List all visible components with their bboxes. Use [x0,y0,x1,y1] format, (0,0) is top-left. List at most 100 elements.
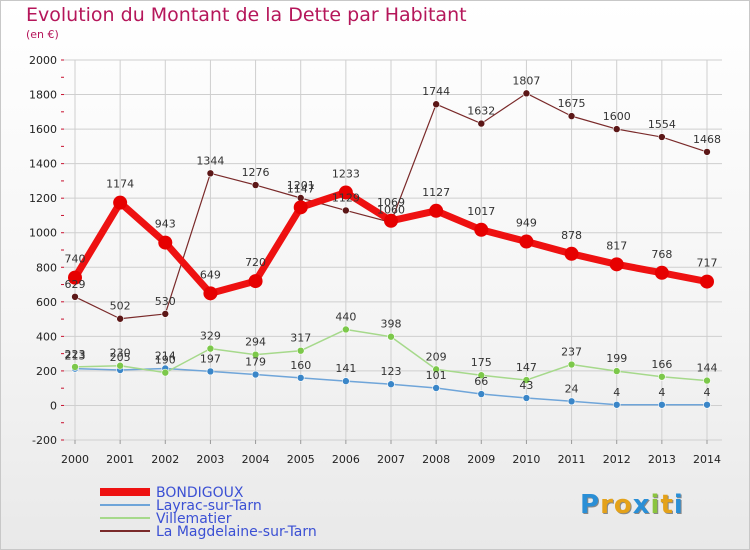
y-tick-label: 1200 [29,192,57,205]
x-tick-label: 2004 [242,453,270,466]
legend-entry: La Magdelaine-sur-Tarn [156,524,317,540]
data-point [161,310,170,318]
data-label: 223 [65,348,86,361]
x-tick-label: 2008 [422,453,450,466]
data-label: 943 [155,218,176,231]
y-tick-label: 800 [36,261,57,274]
logo-letter: r [600,490,614,520]
data-label: 1675 [558,97,586,110]
data-label: 66 [474,375,488,388]
data-label: 144 [697,362,718,375]
data-label: 1147 [287,182,315,195]
data-point [206,169,215,178]
data-label: 197 [200,352,221,365]
data-point [387,332,395,341]
data-label: 1060 [377,203,405,216]
data-label: 1468 [693,133,721,146]
data-point [432,365,440,374]
data-label: 817 [606,239,627,252]
data-label: 1344 [196,154,224,167]
y-tick-label: 1000 [29,227,57,240]
data-point [477,371,486,380]
data-point [432,100,440,109]
data-label: 43 [519,379,533,392]
data-label: 141 [335,362,356,375]
data-point [251,350,260,359]
chart-subtitle: (en €) [26,28,59,41]
data-label: 720 [245,256,266,269]
data-point [429,203,444,218]
x-tick-label: 2003 [196,453,224,466]
data-label: 1174 [106,178,134,191]
data-label: 237 [561,346,582,359]
data-label: 1127 [422,186,450,199]
data-point [384,213,398,228]
y-tick-label: 1600 [29,123,57,136]
data-point [477,119,486,128]
logo-letter: i [650,490,661,520]
data-label: 317 [290,332,311,345]
data-label: 740 [65,253,86,266]
data-label: 1017 [467,205,495,218]
data-label: 4 [613,386,620,399]
data-point [251,181,260,189]
data-point [658,400,666,409]
data-point [703,148,711,156]
data-label: 1201 [287,179,315,192]
data-point [387,380,395,389]
data-label: 649 [200,268,221,281]
data-label: 230 [110,347,131,360]
data-label: 123 [381,365,402,378]
x-tick-label: 2001 [106,453,134,466]
data-point [477,390,486,398]
x-tick-label: 2013 [648,453,676,466]
data-point [206,367,215,376]
data-label: 147 [516,361,537,374]
data-point [338,185,353,200]
data-label: 1069 [377,196,405,209]
data-label: 213 [65,350,86,363]
y-tick-label: 200 [36,365,57,378]
data-point [703,376,711,385]
x-tick-label: 2000 [61,453,89,466]
data-point [342,206,350,215]
data-point [296,374,305,382]
legend-entry: Villematier [156,511,232,527]
logo-letter: t [660,490,674,520]
data-label: 209 [426,350,447,363]
data-label: 4 [704,386,711,399]
data-label: 1554 [648,118,676,131]
data-point [432,384,440,392]
data-point [654,265,669,280]
data-point [522,376,531,384]
data-point [116,361,124,370]
data-label: 398 [381,318,402,331]
data-label: 199 [606,352,627,365]
data-label: 717 [697,257,718,270]
data-point [474,222,489,237]
data-label: 502 [110,300,131,313]
data-label: 179 [245,356,266,369]
data-label: 24 [565,382,579,395]
data-label: 190 [155,354,176,367]
data-point [342,377,350,385]
legend-entry: BONDIGOUX [156,485,244,501]
x-tick-label: 2011 [558,453,586,466]
data-point [564,246,579,261]
x-tick-label: 2002 [151,453,179,466]
data-point [658,372,666,381]
data-point [161,368,170,377]
data-label: 160 [290,359,311,372]
x-tick-label: 2010 [512,453,540,466]
data-point [116,314,124,323]
x-tick-label: 2012 [603,453,631,466]
data-label: 629 [65,278,86,291]
data-label: 329 [200,330,221,343]
data-label: 166 [651,358,672,371]
data-point [567,112,576,120]
data-label: 1744 [422,85,450,98]
data-point [251,370,260,379]
data-point [296,346,305,355]
chart-title: Evolution du Montant de la Dette par Hab… [26,4,467,26]
